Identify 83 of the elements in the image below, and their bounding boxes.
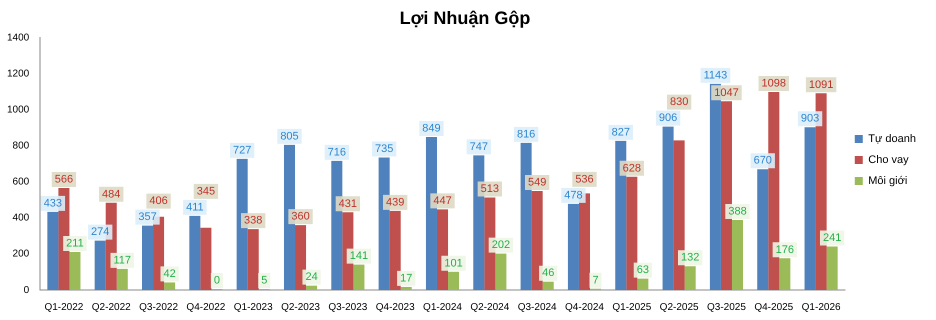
data-label: 431	[338, 198, 358, 210]
data-label: 411	[186, 201, 204, 214]
data-label: 735	[374, 143, 394, 156]
data-label: 176	[776, 244, 794, 256]
legend-label: Cho vay	[868, 154, 910, 166]
y-tick-label: 400	[12, 212, 30, 224]
data-label: 357	[138, 211, 157, 224]
data-label: 484	[102, 188, 120, 200]
x-tick-label: Q1-2026	[802, 302, 842, 313]
data-label: 827	[612, 126, 630, 138]
data-label: 101	[444, 257, 463, 270]
data-label: 132	[680, 252, 700, 264]
data-label: 338	[244, 214, 262, 227]
x-tick-label: Q1-2025	[612, 302, 652, 313]
data-label: 727	[232, 144, 252, 156]
data-label: 42	[163, 268, 176, 280]
x-tick-label: Q3-2024	[518, 302, 558, 313]
data-label: 513	[480, 183, 500, 196]
y-tick-label: 800	[12, 140, 30, 152]
x-tick-label: Q3-2025	[707, 302, 746, 313]
data-label: 117	[114, 254, 132, 266]
data-label: 1098	[762, 78, 786, 90]
data-label: 716	[328, 146, 346, 158]
data-label: 830	[670, 96, 688, 108]
x-tick-label: Q1-2022	[44, 302, 84, 313]
chart-title: Lợi Nhuận Gộp	[400, 8, 530, 28]
data-label: 536	[575, 173, 594, 186]
x-tick-label: Q2-2023	[281, 302, 320, 313]
data-label: 345	[196, 185, 216, 198]
data-label: 0	[214, 274, 220, 287]
x-tick-label: Q4-2025	[754, 302, 794, 313]
data-label: 903	[800, 112, 820, 125]
data-label: 46	[542, 267, 554, 280]
legend-label: Tự doanh	[868, 133, 916, 146]
data-label: 805	[280, 130, 299, 142]
data-label: 816	[516, 128, 536, 140]
data-label: 1143	[704, 69, 728, 82]
bar	[200, 228, 212, 290]
y-tick-label: 200	[12, 248, 30, 260]
x-tick-label: Q3-2022	[139, 302, 178, 313]
y-tick-label: 1200	[6, 68, 30, 80]
data-label: 7	[592, 274, 599, 286]
data-label: 1047	[714, 86, 739, 99]
bar	[400, 286, 412, 290]
data-label: 63	[636, 264, 649, 276]
x-tick-label: Q1-2024	[423, 302, 462, 313]
x-tick-label: Q4-2022	[186, 302, 226, 313]
data-label: 433	[44, 197, 62, 210]
data-label: 17	[400, 272, 412, 284]
data-label: 439	[386, 196, 404, 208]
legend-label: Môi giới	[868, 175, 908, 188]
data-label: 849	[422, 122, 441, 134]
x-tick-label: Q1-2023	[234, 302, 274, 313]
data-label: 447	[433, 194, 452, 207]
data-label: 5	[261, 274, 268, 287]
y-tick-label: 600	[12, 176, 30, 188]
y-tick-label: 1000	[6, 104, 30, 116]
data-label: 141	[350, 250, 368, 262]
data-label: 388	[728, 206, 747, 218]
data-label: 747	[470, 140, 488, 153]
x-tick-label: Q4-2023	[376, 302, 416, 313]
data-label: 274	[91, 226, 110, 238]
data-label: 628	[622, 162, 641, 174]
x-tick-label: Q3-2023	[328, 302, 368, 313]
y-tick-label: 0	[24, 284, 30, 296]
data-label: 566	[54, 173, 74, 186]
x-tick-label: Q2-2025	[660, 302, 700, 313]
x-tick-label: Q2-2024	[470, 302, 510, 313]
data-label: 202	[492, 239, 510, 252]
x-tick-label: Q4-2024	[565, 302, 604, 313]
data-label: 360	[291, 210, 310, 223]
bar	[306, 286, 318, 290]
data-label: 406	[149, 195, 168, 208]
data-label: 549	[528, 176, 546, 189]
data-label: 478	[564, 189, 583, 202]
y-tick-label: 1400	[6, 32, 30, 44]
data-label: 24	[305, 271, 318, 284]
data-label: 211	[66, 237, 84, 250]
data-label: 1091	[808, 78, 834, 91]
data-label: 906	[658, 112, 678, 124]
x-tick-label: Q2-2022	[92, 302, 132, 313]
data-label: 670	[754, 154, 772, 167]
data-label: 241	[822, 232, 842, 244]
